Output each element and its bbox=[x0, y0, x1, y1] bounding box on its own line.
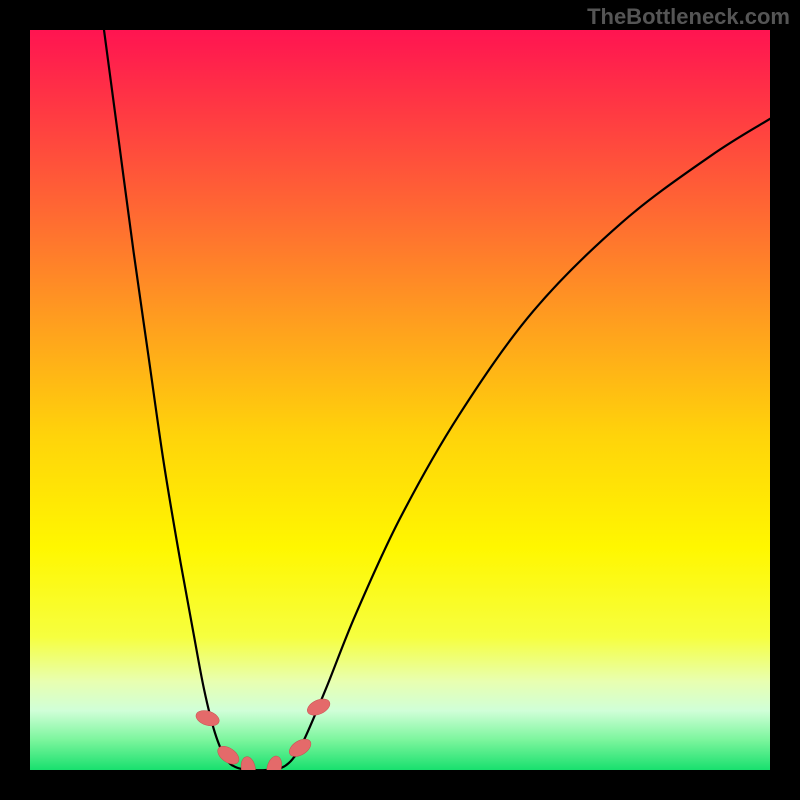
plot-area bbox=[30, 30, 770, 770]
watermark-text: TheBottleneck.com bbox=[587, 4, 790, 30]
bottleneck-chart bbox=[30, 30, 770, 770]
gradient-background bbox=[30, 30, 770, 770]
